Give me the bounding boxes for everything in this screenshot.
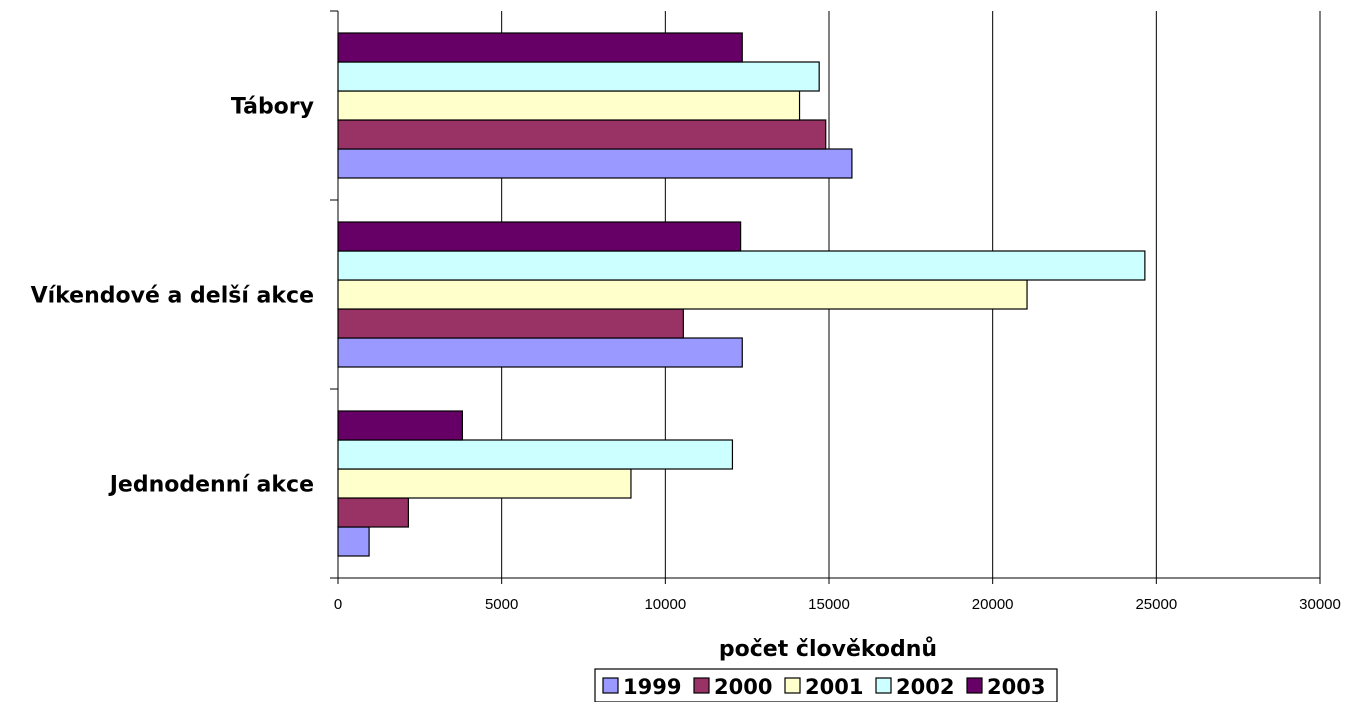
bar-1999 [337, 526, 370, 557]
bar-2002 [337, 61, 820, 92]
x-tick-label: 20000 [972, 596, 1014, 613]
bar-2003 [337, 221, 742, 252]
legend-label-2000: 2000 [714, 675, 772, 699]
axes [330, 10, 1321, 584]
legend-swatch-2002 [875, 677, 892, 694]
x-tick-label: 30000 [1299, 596, 1341, 613]
bar-1999 [337, 337, 743, 368]
bar-2003 [337, 32, 743, 63]
category-labels: Jednodenní akce Víkendové a delší akce Táb… [31, 95, 314, 498]
bar-1999 [337, 148, 853, 179]
x-tick-label: 5000 [485, 596, 518, 613]
bars [337, 32, 1146, 557]
bar-2002 [337, 250, 1146, 281]
x-tick-label: 25000 [1135, 596, 1177, 613]
legend-label-2003: 2003 [987, 675, 1045, 699]
x-axis-title: počet člověkodnů [719, 637, 937, 662]
legend-swatch-2003 [966, 677, 983, 694]
bar-2000 [337, 119, 827, 150]
bar-2001 [337, 468, 632, 499]
legend-swatch-2000 [693, 677, 710, 694]
bar-2002 [337, 439, 734, 470]
category-label: Víkendové a delší akce [31, 284, 314, 309]
legend-label-1999: 1999 [623, 675, 681, 699]
bar-2003 [337, 410, 463, 441]
legend: 1999 2000 2001 2002 2003 [594, 668, 1058, 702]
category-label: Jednodenní akce [108, 473, 314, 498]
x-tick-label: 15000 [808, 596, 850, 613]
x-tick-label: 0 [334, 596, 342, 613]
bar-2001 [337, 90, 801, 121]
x-tick-labels: 0 5000 10000 15000 20000 25000 30000 [334, 596, 1341, 613]
bar-2000 [337, 308, 684, 339]
legend-swatch-2001 [784, 677, 801, 694]
legend-label-2001: 2001 [805, 675, 863, 699]
bar-2001 [337, 279, 1028, 310]
x-tick-label: 10000 [644, 596, 686, 613]
legend-swatch-1999 [602, 677, 619, 694]
bar-2000 [337, 497, 409, 528]
category-label: Tábory [231, 95, 314, 120]
legend-label-2002: 2002 [896, 675, 954, 699]
